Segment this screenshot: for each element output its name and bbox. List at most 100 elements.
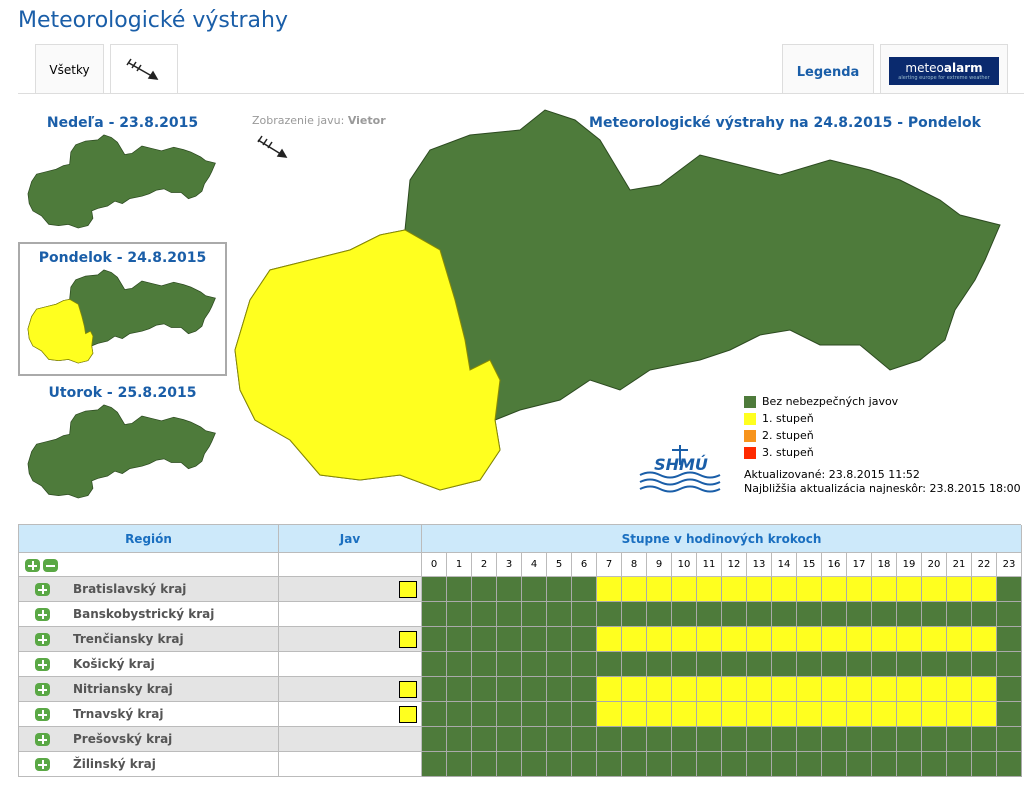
hour-level — [972, 577, 997, 602]
hour-level — [597, 627, 622, 652]
hour-level — [422, 677, 447, 702]
hour-level — [822, 627, 847, 652]
mini-map[interactable] — [27, 404, 216, 499]
region-cell[interactable]: Nitriansky kraj — [19, 677, 279, 702]
button-sign — [41, 660, 44, 669]
hour-level — [622, 677, 647, 702]
hour-level — [722, 627, 747, 652]
hour-level — [497, 652, 522, 677]
mini-map[interactable] — [27, 134, 216, 229]
hour-level — [447, 602, 472, 627]
expand-button[interactable] — [35, 658, 50, 671]
expand-button[interactable] — [35, 733, 50, 746]
hour-label: 21 — [947, 553, 972, 577]
wind-warning-icon — [399, 631, 417, 648]
meteoalarm-tab[interactable]: meteoalarm alerting europe for extreme we… — [880, 44, 1008, 94]
region-cell[interactable]: Bratislavský kraj — [19, 577, 279, 602]
hour-label: 6 — [572, 553, 597, 577]
hour-level — [722, 652, 747, 677]
region-cell[interactable]: Trenčiansky kraj — [19, 627, 279, 652]
expand-button[interactable] — [35, 758, 50, 771]
hour-label: 23 — [997, 553, 1022, 577]
legend-link[interactable]: Legenda — [796, 65, 860, 80]
hour-label: 1 — [447, 553, 472, 577]
hour-level — [797, 577, 822, 602]
hour-label: 13 — [747, 553, 772, 577]
hour-level — [972, 652, 997, 677]
expand-button[interactable] — [35, 633, 50, 646]
expand-button[interactable] — [35, 708, 50, 721]
hour-level — [997, 577, 1022, 602]
next-update: Najbližšia aktualizácia najneskôr: 23.8.… — [744, 482, 1021, 495]
region-cell[interactable]: Košický kraj — [19, 652, 279, 677]
hour-level — [847, 627, 872, 652]
hour-level — [697, 702, 722, 727]
hour-label: 4 — [522, 553, 547, 577]
hour-level — [822, 677, 847, 702]
warning-table: Región Jav Stupne v hodinových krokoch 0 1 2 3… — [18, 524, 1022, 777]
hour-level — [697, 602, 722, 627]
hour-level — [772, 652, 797, 677]
jav-cell — [279, 577, 422, 602]
hour-label: 11 — [697, 553, 722, 577]
tab-legend[interactable]: Legenda — [782, 44, 874, 94]
hour-level — [872, 727, 897, 752]
hour-level — [472, 577, 497, 602]
hour-level — [672, 627, 697, 652]
hour-level — [422, 752, 447, 777]
day-label[interactable]: Pondelok - 24.8.2015 — [38, 250, 207, 266]
hour-level — [472, 677, 497, 702]
hour-level — [847, 602, 872, 627]
day-label[interactable]: Utorok - 25.8.2015 — [48, 385, 197, 401]
hour-level — [672, 752, 697, 777]
tab-line — [18, 93, 1024, 94]
hour-level — [772, 702, 797, 727]
hour-level — [572, 702, 597, 727]
brand-bold: alarm — [943, 61, 983, 75]
hour-level — [797, 652, 822, 677]
hour-level — [872, 677, 897, 702]
hour-level — [822, 577, 847, 602]
hour-level — [722, 677, 747, 702]
day-selected-box[interactable] — [18, 242, 227, 376]
hour-level — [822, 702, 847, 727]
hour-level — [722, 577, 747, 602]
expand-button[interactable] — [35, 608, 50, 621]
hour-level — [897, 727, 922, 752]
tab-wind[interactable] — [110, 44, 178, 94]
hour-label: 17 — [847, 553, 872, 577]
region-cell[interactable]: Banskobystrický kraj — [19, 602, 279, 627]
hour-label: 0 — [422, 553, 447, 577]
hour-level — [447, 752, 472, 777]
expand-button[interactable] — [25, 559, 40, 572]
hour-level — [872, 752, 897, 777]
hour-level — [647, 702, 672, 727]
button-sign — [31, 561, 34, 570]
jav-cell — [279, 677, 422, 702]
hour-level — [572, 752, 597, 777]
hour-level — [622, 702, 647, 727]
hour-level — [697, 627, 722, 652]
region-cell[interactable]: Prešovský kraj — [19, 727, 279, 752]
hour-level — [447, 727, 472, 752]
hour-level — [822, 602, 847, 627]
hour-level — [797, 702, 822, 727]
hour-level — [597, 702, 622, 727]
hour-level — [472, 702, 497, 727]
region-cell[interactable]: Trnavský kraj — [19, 702, 279, 727]
legend-swatch — [744, 395, 756, 408]
hour-level — [547, 577, 572, 602]
hour-level — [522, 752, 547, 777]
day-label[interactable]: Nedeľa - 23.8.2015 — [46, 115, 199, 131]
expand-button[interactable] — [35, 583, 50, 596]
expand-button[interactable] — [35, 683, 50, 696]
expand-button[interactable] — [43, 559, 58, 572]
map-title: Meteorologické výstrahy na 24.8.2015 - P… — [589, 115, 981, 131]
region-cell[interactable]: Žilinský kraj — [19, 752, 279, 777]
tab-all[interactable]: Všetky — [35, 44, 104, 94]
button-sign — [41, 585, 44, 594]
hour-level — [497, 577, 522, 602]
hour-level — [547, 602, 572, 627]
